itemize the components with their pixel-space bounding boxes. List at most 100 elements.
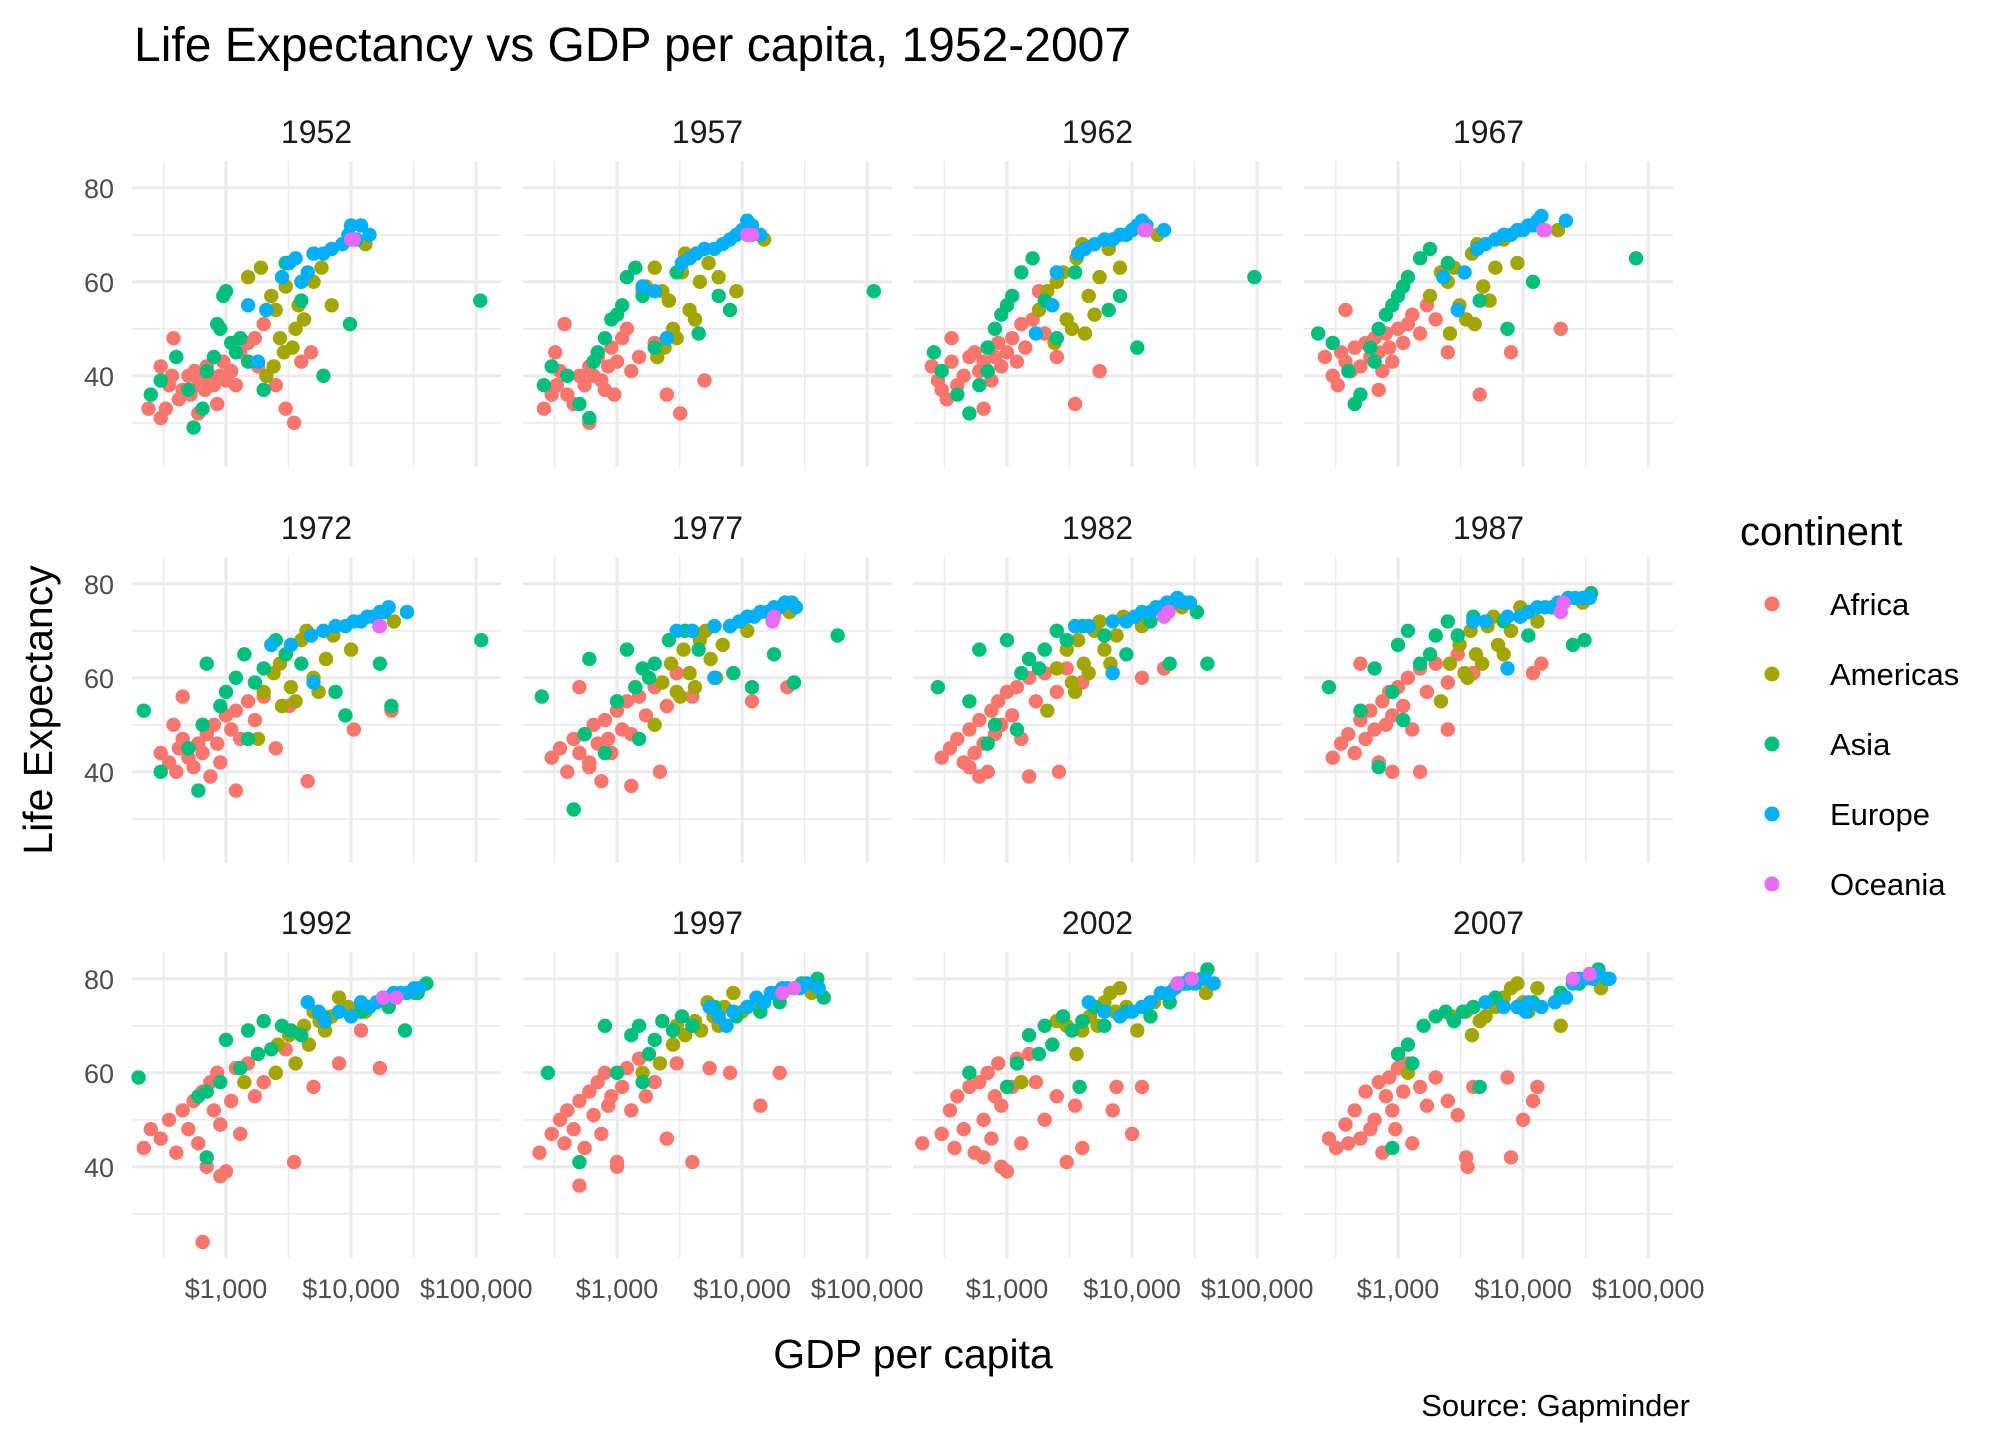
data-point (1440, 675, 1456, 690)
facet-strip-label: 1992 (281, 905, 352, 941)
data-point (1097, 642, 1112, 657)
data-point (1510, 976, 1525, 991)
data-point (1438, 1004, 1453, 1019)
data-point (268, 378, 283, 393)
data-point (631, 731, 647, 747)
data-point (655, 1013, 670, 1029)
data-point (294, 354, 309, 369)
data-point (1112, 1009, 1128, 1024)
data-point (1014, 665, 1029, 681)
data-point (247, 331, 263, 346)
data-point (980, 340, 995, 355)
data-point (1367, 661, 1382, 676)
data-point (1081, 995, 1096, 1010)
data-point (1553, 321, 1568, 336)
data-point (314, 260, 329, 275)
legend-item-africa: Africa (1764, 587, 1910, 622)
data-point (372, 1060, 388, 1076)
data-point (1422, 241, 1438, 257)
data-point (661, 293, 677, 308)
data-point (256, 1013, 271, 1029)
legend-label: Europe (1830, 797, 1930, 832)
data-point (240, 354, 256, 369)
data-point (1081, 665, 1096, 681)
data-point (181, 1122, 196, 1137)
data-point (536, 401, 552, 416)
data-point (1353, 703, 1368, 718)
data-point (1021, 1046, 1037, 1062)
data-point (1075, 1140, 1090, 1156)
data-point (169, 1145, 184, 1160)
data-point (641, 1046, 657, 1062)
data-point (1112, 981, 1128, 996)
data-point (240, 298, 256, 313)
data-point (283, 637, 299, 653)
data-point (540, 1065, 556, 1081)
data-point (1530, 981, 1545, 996)
data-point (1112, 288, 1128, 304)
data-point (685, 1154, 700, 1170)
data-point (195, 1234, 210, 1250)
legend-label: Americas (1830, 657, 1959, 692)
data-point (1072, 1079, 1087, 1095)
data-point (343, 218, 359, 233)
data-point (1049, 265, 1065, 280)
data-point (586, 717, 601, 732)
data-point (1371, 321, 1386, 336)
data-point (397, 1023, 413, 1038)
data-point (609, 1065, 625, 1081)
data-point (786, 981, 802, 996)
data-point (619, 321, 635, 336)
data-point (1021, 769, 1037, 784)
data-point (274, 698, 290, 714)
facet-strip-label: 1997 (672, 905, 743, 941)
data-point (604, 1089, 619, 1104)
data-point (647, 260, 662, 275)
data-point (987, 717, 1003, 732)
x-tick-label: $10,000 (302, 1274, 400, 1304)
data-point (233, 1060, 248, 1076)
data-point (324, 298, 339, 313)
data-point (294, 656, 309, 671)
facet-strip-label: 1987 (1453, 510, 1524, 546)
data-point (615, 1079, 630, 1095)
data-point (389, 990, 404, 1005)
data-point (711, 288, 726, 304)
data-point (549, 378, 564, 393)
data-point (1390, 637, 1406, 653)
data-point (268, 741, 283, 756)
data-point (647, 1032, 662, 1048)
data-point (294, 1028, 309, 1043)
data-point (1400, 269, 1416, 285)
data-point (577, 1140, 592, 1156)
data-point (1482, 293, 1497, 308)
data-point (247, 1089, 263, 1104)
data-point (259, 302, 274, 318)
data-point (1385, 684, 1400, 700)
facet-strip-label: 2002 (1062, 905, 1133, 941)
data-point (317, 1013, 333, 1029)
data-point (328, 618, 343, 634)
data-point (213, 1075, 228, 1090)
data-point (285, 340, 300, 355)
data-point (1025, 251, 1040, 266)
data-point (1009, 680, 1025, 695)
data-point (250, 731, 266, 747)
data-point (213, 698, 228, 714)
x-axis-title: GDP per capita (773, 1331, 1053, 1377)
data-point (999, 345, 1015, 360)
facet-panel-1972: 1972 40 60 80 (84, 510, 501, 863)
y-tick-label: 80 (84, 570, 114, 600)
data-point (1092, 614, 1107, 629)
data-point (1500, 661, 1515, 676)
data-point (976, 1112, 991, 1128)
data-point (638, 1089, 654, 1104)
y-tick-label: 60 (84, 1059, 114, 1089)
data-point (1367, 722, 1382, 737)
data-point (1378, 1089, 1394, 1104)
data-point (250, 354, 266, 369)
data-point (331, 1004, 347, 1019)
legend-title: continent (1740, 510, 1902, 554)
data-point (1476, 279, 1491, 294)
data-point (199, 1084, 214, 1099)
